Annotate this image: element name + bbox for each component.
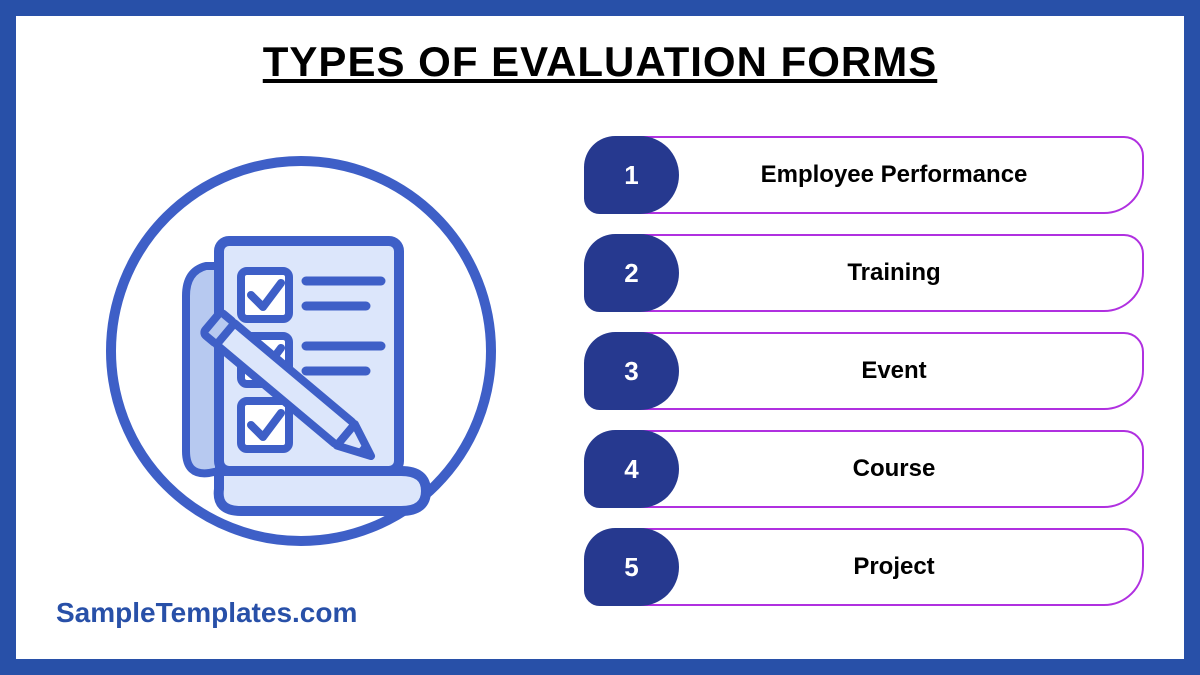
checklist-icon [101,151,501,551]
item-number: 2 [584,234,679,312]
outer-frame: TYPES OF EVALUATION FORMS [0,0,1200,675]
item-number: 4 [584,430,679,508]
item-label: Project [706,553,1142,581]
item-number: 1 [584,136,679,214]
list-item: 1 Employee Performance [584,136,1144,214]
page-title: TYPES OF EVALUATION FORMS [16,38,1184,86]
branding-text: SampleTemplates.com [56,597,357,629]
item-number: 5 [584,528,679,606]
item-label: Training [706,259,1142,287]
list-item: 5 Project [584,528,1144,606]
list-item: 2 Training [584,234,1144,312]
list-item: 3 Event [584,332,1144,410]
inner-panel: TYPES OF EVALUATION FORMS [16,16,1184,659]
item-number: 3 [584,332,679,410]
item-label: Course [706,455,1142,483]
items-list: 1 Employee Performance 2 Training 3 Even… [584,136,1144,606]
item-label: Employee Performance [706,161,1142,189]
list-item: 4 Course [584,430,1144,508]
item-label: Event [706,357,1142,385]
